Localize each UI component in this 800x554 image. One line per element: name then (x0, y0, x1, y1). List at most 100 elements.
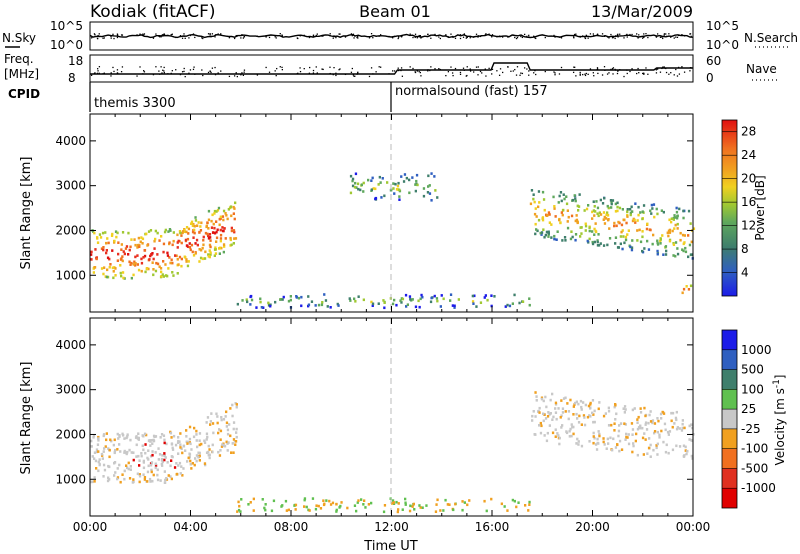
nave-point (520, 72, 522, 74)
nave-point (668, 73, 670, 75)
heatmap-cell (554, 435, 557, 438)
heatmap-cell (690, 423, 693, 426)
nsearch-point (388, 35, 390, 38)
heatmap-cell (127, 461, 130, 465)
heatmap-cell (611, 448, 614, 452)
nsearch-point (499, 35, 502, 38)
heatmap-cell (218, 252, 221, 255)
heatmap-cell (167, 474, 170, 477)
heatmap-cell (128, 477, 132, 480)
heatmap-cell (374, 196, 378, 200)
heatmap-cell (636, 427, 640, 431)
nave-point (554, 74, 556, 76)
heatmap-cell (132, 273, 135, 277)
heatmap-cell (570, 230, 573, 233)
nave-point (645, 67, 647, 69)
colorbar-band (722, 330, 737, 350)
heatmap-cell (225, 410, 228, 414)
heatmap-cell (596, 239, 599, 242)
heatmap-cell (219, 429, 223, 433)
noise-panel: N.Sky 10^5 10^0 10^5 10^0 N.Search (2, 19, 798, 52)
heatmap-cell (180, 234, 183, 237)
heatmap-cell (93, 457, 96, 460)
heatmap-cell (149, 444, 152, 447)
colorbar-band (722, 349, 737, 370)
heatmap-cell (162, 275, 165, 278)
nave-point (308, 72, 311, 74)
heatmap-cell (245, 298, 248, 301)
heatmap-cell (560, 399, 563, 402)
heatmap-cell (307, 303, 311, 307)
heatmap-cell (143, 254, 147, 258)
heatmap-cell (564, 239, 567, 242)
heatmap-cell (260, 306, 263, 309)
heatmap-cell (571, 198, 575, 202)
heatmap-cell (166, 461, 169, 464)
nave-point (356, 73, 358, 75)
heatmap-cell (185, 260, 188, 263)
nsearch-point (584, 37, 586, 39)
heatmap-cell (418, 305, 421, 309)
heatmap-cell (398, 198, 401, 201)
nsearch-point (351, 34, 354, 37)
nave-point (484, 68, 486, 70)
heatmap-cell (659, 412, 663, 416)
heatmap-cell (311, 497, 315, 500)
heatmap-cell (142, 448, 145, 452)
nsearch-point (139, 33, 141, 35)
heatmap-cell (584, 403, 587, 407)
heatmap-cell (162, 434, 166, 437)
nave-point (194, 73, 196, 75)
heatmap-cell (142, 466, 146, 470)
heatmap-cell (90, 445, 93, 448)
nave-point (477, 66, 479, 68)
heatmap-cell (592, 431, 595, 435)
heatmap-cell (163, 438, 166, 442)
heatmap-cell (558, 218, 561, 221)
nave-point (139, 66, 141, 68)
nave-point (528, 74, 530, 76)
heatmap-cell (554, 401, 558, 405)
heatmap-cell (660, 417, 663, 420)
heatmap-cell (97, 450, 100, 453)
heatmap-cell (189, 248, 192, 252)
heatmap-cell (163, 481, 167, 484)
heatmap-cell (676, 227, 679, 230)
heatmap-cell (118, 463, 121, 467)
nave-point (573, 66, 575, 68)
nave-point (496, 70, 498, 72)
heatmap-cell (591, 230, 594, 233)
heatmap-cell (109, 263, 112, 266)
heatmap-cell (123, 277, 126, 280)
nsearch-point (155, 33, 157, 35)
heatmap-cell (172, 231, 175, 234)
heatmap-cell (208, 456, 211, 460)
heatmap-cell (197, 455, 200, 459)
heatmap-cell (108, 455, 111, 459)
heatmap-cell (566, 220, 569, 223)
nsearch-point (612, 36, 615, 38)
heatmap-cell (583, 423, 587, 427)
heatmap-cell (623, 422, 626, 425)
heatmap-cell (206, 435, 209, 439)
heatmap-cell (164, 274, 168, 277)
heatmap-cell (183, 230, 186, 233)
nsearch-point (416, 37, 418, 39)
heatmap-cell (558, 194, 561, 198)
heatmap-cell (646, 222, 649, 226)
heatmap-cell (596, 212, 599, 215)
nsearch-point (642, 37, 644, 39)
heatmap-cell (162, 242, 166, 246)
heatmap-cell (188, 437, 192, 441)
heatmap-cell (241, 299, 244, 302)
heatmap-cell (618, 206, 622, 210)
heatmap-cell (226, 428, 230, 432)
nsearch-point (491, 36, 493, 38)
heatmap-cell (568, 435, 571, 438)
nsearch-point (619, 33, 621, 35)
nave-point (256, 74, 259, 76)
heatmap-cell (532, 410, 535, 413)
nsearch-point (438, 36, 440, 38)
nave-point (339, 68, 341, 70)
heatmap-cell (200, 221, 203, 225)
